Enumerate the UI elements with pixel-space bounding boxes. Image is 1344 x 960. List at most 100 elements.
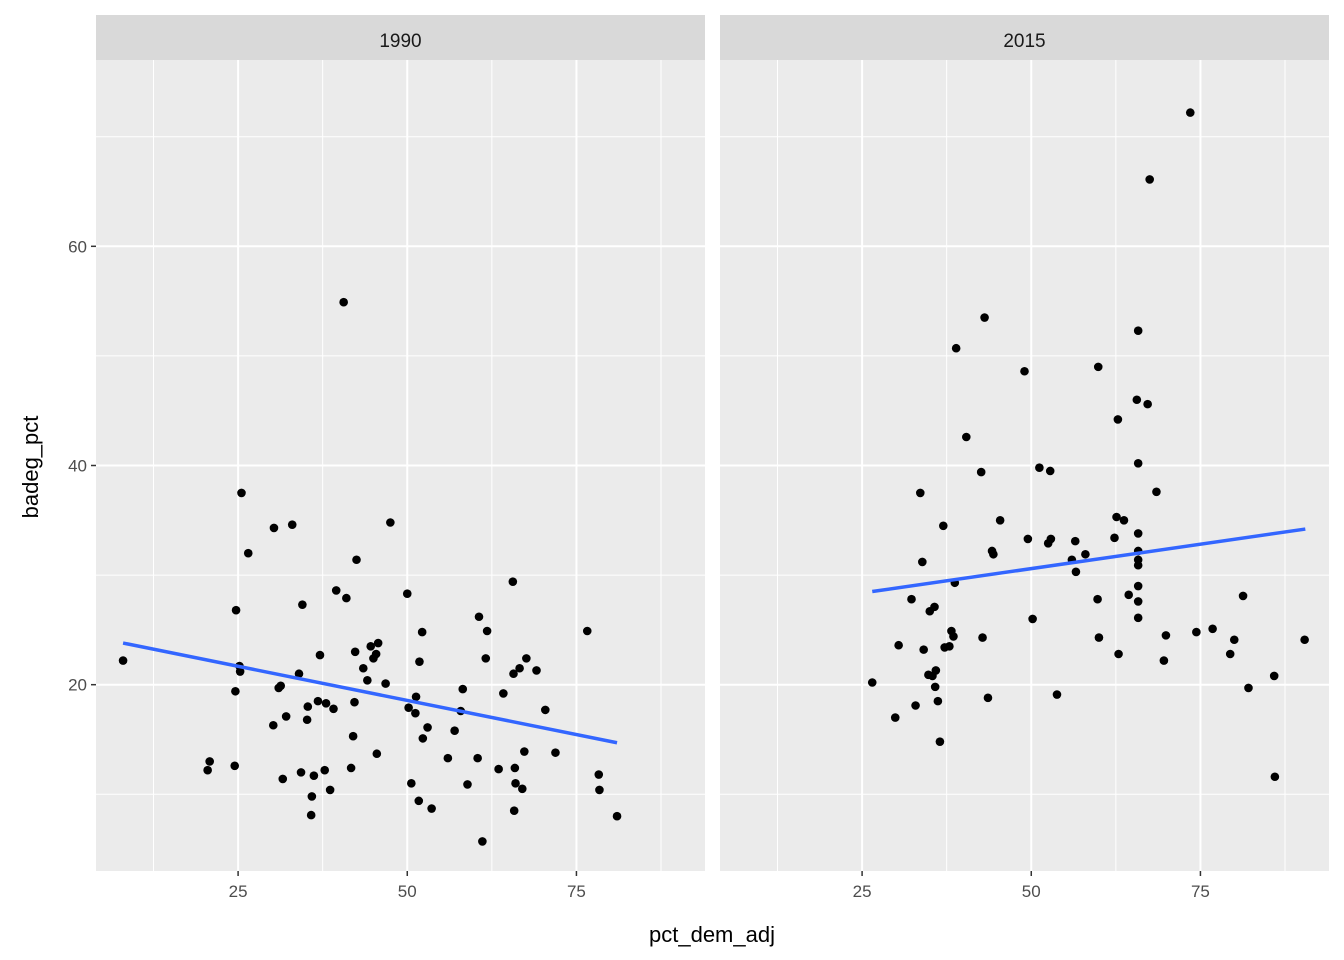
data-point: [1133, 459, 1143, 468]
data-point: [1225, 649, 1235, 659]
data-point: [930, 602, 939, 612]
data-point: [1113, 415, 1123, 424]
data-point: [918, 557, 927, 567]
panel-2015: 2015 25 50 75: [720, 15, 1329, 901]
data-point: [276, 681, 286, 691]
data-point: [418, 734, 428, 743]
data-point: [1161, 631, 1171, 640]
data-point: [287, 520, 297, 529]
data-point: [1035, 463, 1044, 472]
data-point: [515, 663, 524, 673]
data-point: [1270, 772, 1280, 782]
data-point: [1081, 549, 1090, 559]
data-point: [1185, 108, 1195, 117]
data-point: [1229, 635, 1239, 645]
data-point: [1133, 581, 1143, 591]
data-point: [867, 678, 877, 687]
data-point: [313, 696, 323, 706]
data-point: [352, 555, 361, 565]
x-tick-label: 50: [1022, 882, 1041, 901]
data-point: [423, 723, 432, 732]
data-point: [450, 726, 459, 736]
data-point: [350, 697, 359, 707]
data-point: [342, 593, 351, 603]
data-point: [1133, 529, 1143, 538]
data-point: [1114, 649, 1123, 659]
x-tick-label: 50: [398, 882, 417, 901]
data-point: [346, 763, 356, 773]
data-point: [1071, 567, 1081, 577]
data-point: [518, 784, 527, 794]
data-point: [1023, 534, 1033, 544]
data-point: [511, 779, 520, 788]
x-axis-title: pct_dem_adj: [649, 922, 775, 947]
data-point: [1028, 614, 1037, 624]
data-point: [1112, 512, 1121, 522]
data-point: [551, 748, 560, 757]
data-point: [414, 796, 424, 806]
data-point: [303, 702, 313, 711]
data-point: [350, 647, 360, 657]
data-point: [1046, 534, 1056, 544]
data-point: [930, 682, 940, 692]
data-point: [995, 515, 1005, 525]
trend-line: [122, 641, 618, 745]
data-point: [1159, 656, 1169, 665]
data-point: [612, 811, 622, 821]
data-point: [931, 666, 941, 675]
data-point: [532, 666, 541, 675]
facet-strip-label: 2015: [1003, 31, 1045, 52]
data-point: [478, 837, 487, 846]
data-point: [386, 518, 395, 527]
data-point: [1133, 597, 1143, 606]
data-point: [1119, 515, 1129, 525]
data-point: [307, 792, 317, 801]
data-point: [894, 640, 903, 650]
data-point: [1093, 594, 1102, 604]
data-point: [231, 605, 241, 615]
x-tick-label: 25: [853, 882, 872, 901]
data-point: [203, 765, 212, 775]
data-point: [522, 654, 531, 663]
data-point: [989, 549, 998, 559]
trend-line: [872, 527, 1306, 594]
data-point: [1133, 613, 1143, 623]
data-point: [980, 313, 989, 322]
data-point: [339, 297, 348, 307]
data-point: [373, 638, 383, 648]
data-point: [443, 753, 453, 763]
data-point: [907, 594, 916, 604]
data-point: [915, 488, 925, 498]
data-point: [520, 747, 529, 756]
data-point: [1300, 635, 1309, 645]
data-point: [582, 626, 592, 636]
data-point: [269, 523, 279, 533]
data-point: [595, 785, 604, 795]
data-point: [473, 753, 482, 763]
data-point: [541, 705, 550, 715]
data-point: [976, 467, 986, 477]
data-point: [306, 810, 316, 820]
facet-strip: [96, 15, 705, 60]
data-point: [325, 785, 335, 795]
data-point: [404, 703, 413, 713]
data-point: [474, 612, 484, 622]
data-point: [411, 692, 421, 702]
y-tick-label: 40: [68, 457, 87, 476]
data-point: [1143, 399, 1152, 409]
data-point: [315, 650, 325, 660]
data-point: [935, 737, 945, 746]
panels-layer: 1990 25 50 75 20 40 60 2015 25 50 75: [68, 15, 1329, 901]
data-point: [331, 586, 341, 595]
data-point: [237, 488, 246, 498]
data-point: [458, 684, 468, 694]
panel-1990: 1990 25 50 75 20 40 60: [68, 15, 705, 901]
data-point: [329, 704, 338, 714]
x-tick-label: 75: [567, 882, 586, 901]
data-point: [919, 645, 928, 654]
data-point: [890, 713, 900, 722]
data-point: [309, 771, 319, 780]
data-point: [482, 626, 492, 636]
data-point: [235, 667, 245, 676]
